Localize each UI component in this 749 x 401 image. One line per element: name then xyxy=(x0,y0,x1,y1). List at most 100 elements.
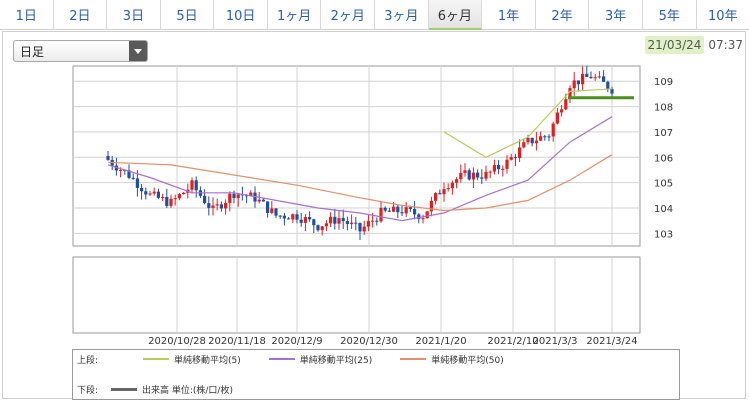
moving-average-line xyxy=(107,154,613,212)
volume-plot-frame xyxy=(72,256,641,334)
candle-body xyxy=(463,170,467,173)
candle-period-value: 日足 xyxy=(20,44,45,59)
candle-body xyxy=(480,177,484,179)
legend-lower-row: 下段: 出来高 単位:(株/口/枚) xyxy=(77,382,261,396)
candle-body xyxy=(455,179,459,183)
last-update-timestamp: 21/03/24 07:37 xyxy=(644,35,743,55)
period-tabs: 1日 2日 3日 5日 10日 1ヶ月 2ヶ月 3ヶ月 6ヶ月 1年 2年 3年 5年 10年 xyxy=(0,0,749,30)
candle-body xyxy=(245,195,249,197)
candle-body xyxy=(387,210,391,212)
candle-body xyxy=(442,189,446,195)
candle-body xyxy=(534,140,538,144)
tab-13[interactable]: 10年 xyxy=(696,0,749,30)
legend-swatch xyxy=(268,358,295,360)
candle-body xyxy=(429,200,433,212)
x-tick-label: 2021/2/10 xyxy=(487,336,538,347)
tab-1[interactable]: 2日 xyxy=(53,0,108,30)
candle-body xyxy=(207,203,211,208)
candle-body xyxy=(476,172,480,178)
tab-4[interactable]: 10日 xyxy=(214,0,268,30)
y-tick-label: 106 xyxy=(654,153,673,164)
legend-item-label: 単純移動平均(50) xyxy=(431,355,504,366)
legend-swatch xyxy=(111,387,137,391)
candle-body xyxy=(140,187,144,192)
legend-item: 単純移動平均(5) xyxy=(143,353,241,366)
moving-average-line xyxy=(107,116,613,222)
x-tick-label: 2021/3/3 xyxy=(533,336,578,347)
tab-5[interactable]: 1ヶ月 xyxy=(267,0,322,30)
candle-body xyxy=(266,201,270,213)
chart-legend: 上段: 単純移動平均(5) 単純移動平均(25) 単純移動平均(50) 下段: 出来… xyxy=(72,349,680,400)
chevron-down-icon[interactable] xyxy=(129,41,147,61)
candle-body xyxy=(572,80,576,89)
x-tick-label: 2021/1/20 xyxy=(415,336,466,347)
candle-body xyxy=(232,193,236,199)
candle-body xyxy=(135,178,139,188)
candle-body xyxy=(316,225,320,231)
candle-period-select[interactable]: 日足 xyxy=(13,40,148,62)
candle-body xyxy=(543,136,547,138)
y-tick-label: 103 xyxy=(654,229,673,240)
candle-body xyxy=(278,215,282,217)
candle-body xyxy=(434,193,438,201)
candle-body xyxy=(379,207,383,222)
candle-body xyxy=(257,199,261,202)
candle-body xyxy=(148,193,152,195)
tab-2[interactable]: 3日 xyxy=(107,0,161,30)
candle-body xyxy=(568,88,572,100)
candle-body xyxy=(396,206,400,213)
candle-body xyxy=(119,169,123,171)
candle-body xyxy=(597,76,601,78)
candle-body xyxy=(593,77,597,79)
candle-body xyxy=(177,194,181,199)
candle-body xyxy=(413,209,417,215)
tab-10[interactable]: 2年 xyxy=(535,0,590,30)
candle-body xyxy=(589,76,593,79)
candle-body xyxy=(492,165,496,172)
candle-body xyxy=(144,191,148,195)
candle-body xyxy=(560,109,564,113)
tab-6[interactable]: 2ヶ月 xyxy=(321,0,376,30)
candle-body xyxy=(194,180,198,191)
candle-body xyxy=(350,222,354,225)
candle-body xyxy=(438,193,442,195)
tab-9[interactable]: 1年 xyxy=(482,0,536,30)
candle-body xyxy=(505,159,509,169)
candle-body xyxy=(106,156,110,160)
tab-12[interactable]: 5年 xyxy=(642,0,697,30)
candle-body xyxy=(417,214,421,219)
candle-body xyxy=(425,211,429,219)
legend-upper-label: 上段: xyxy=(77,355,99,366)
candle-body xyxy=(312,219,316,226)
candle-body xyxy=(539,136,543,141)
legend-swatch xyxy=(400,358,427,360)
legend-item: 出来高 単位:(株/口/枚) xyxy=(111,383,233,396)
legend-item: 単純移動平均(25) xyxy=(268,353,373,366)
y-tick-label: 104 xyxy=(654,204,673,215)
candle-body xyxy=(564,99,568,110)
tab-3[interactable]: 5日 xyxy=(160,0,215,30)
legend-lower-label: 下段: xyxy=(77,385,99,396)
legend-swatch xyxy=(143,358,169,360)
candle-body xyxy=(282,215,286,219)
candle-body xyxy=(509,157,513,160)
candle-body xyxy=(522,142,526,148)
candle-body xyxy=(551,123,555,137)
candle-body xyxy=(581,73,585,85)
candle-body xyxy=(182,192,186,195)
candle-body xyxy=(484,171,488,179)
y-tick-label: 108 xyxy=(654,103,673,114)
candle-body xyxy=(211,205,215,208)
candle-body xyxy=(249,192,253,197)
legend-item-label: 単純移動平均(25) xyxy=(299,355,373,366)
candle-body xyxy=(518,147,522,159)
tab-8[interactable]: 6ヶ月 xyxy=(428,0,483,30)
candle-body xyxy=(161,196,165,198)
tab-0[interactable]: 1日 xyxy=(0,0,54,30)
y-tick-label: 107 xyxy=(654,128,673,139)
tab-11[interactable]: 3年 xyxy=(589,0,643,30)
timestamp-date: 21/03/24 xyxy=(644,36,705,54)
candle-body xyxy=(392,206,396,212)
candle-body xyxy=(576,80,580,85)
tab-7[interactable]: 3ヶ月 xyxy=(375,0,429,30)
